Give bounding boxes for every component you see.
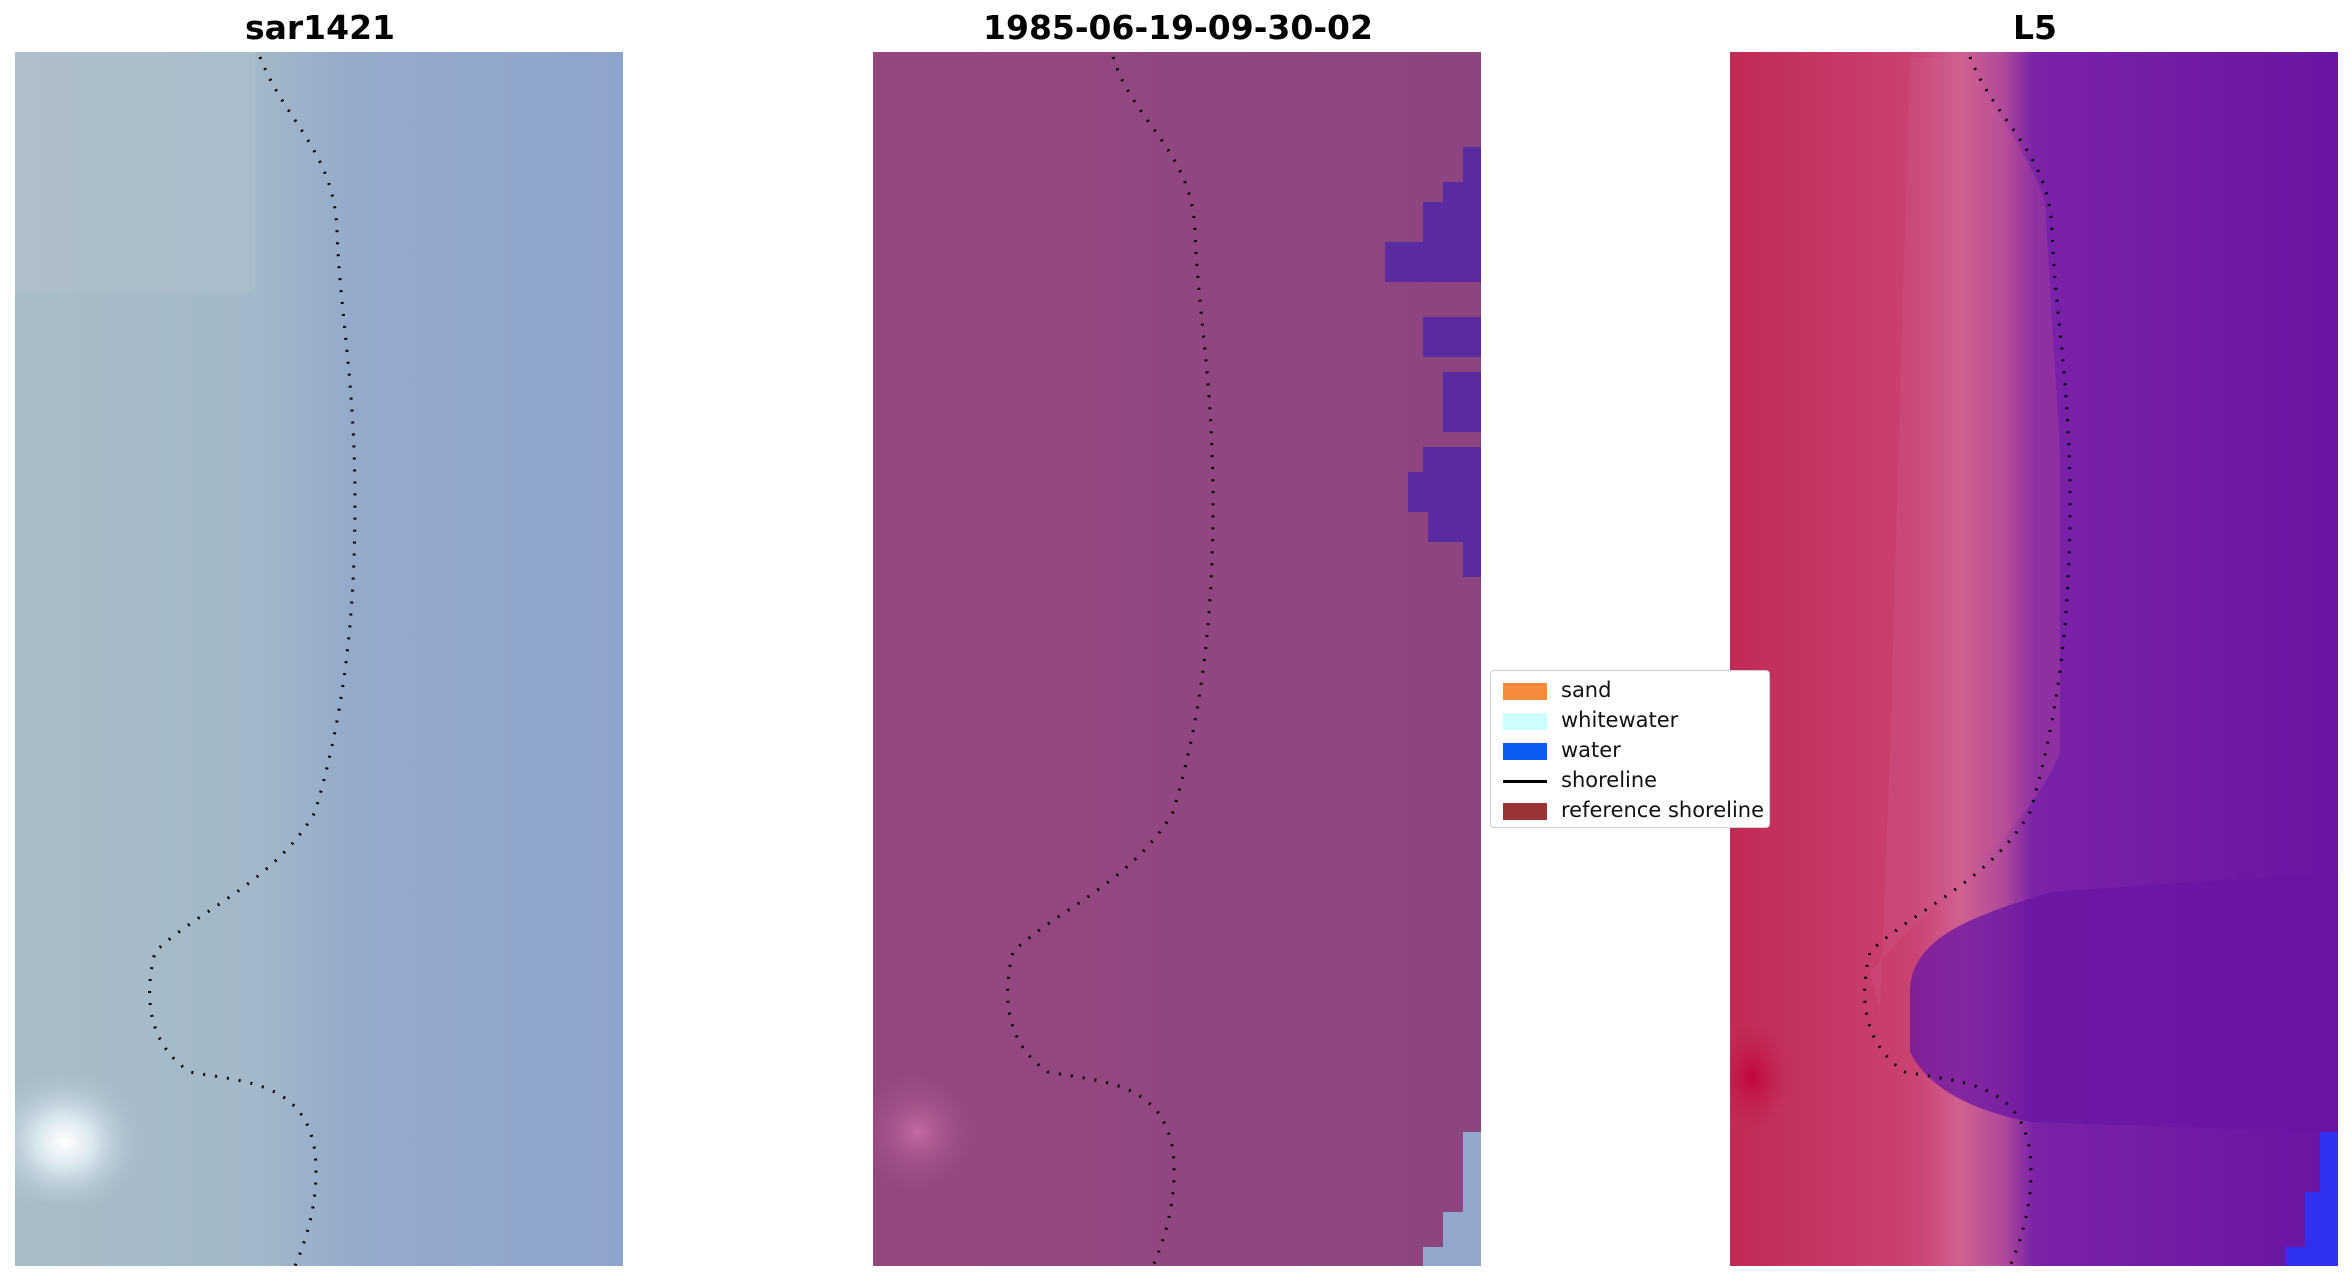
index-image <box>1730 52 2338 1266</box>
legend-swatch-reference-shoreline <box>1503 803 1547 820</box>
classified-image-canvas <box>873 52 1481 1266</box>
legend-item-sand: sand <box>1499 675 1769 705</box>
index-image-canvas <box>1730 52 2338 1266</box>
unclassified-patches <box>1423 1132 1481 1266</box>
legend-label-sand: sand <box>1561 678 1612 702</box>
panel-title-date: 1985-06-19-09-30-02 <box>983 8 1373 47</box>
rgb-image-canvas <box>15 52 623 1266</box>
legend-label-shoreline: shoreline <box>1561 768 1658 792</box>
legend-swatch-water <box>1503 743 1547 760</box>
panel-title-rgb: sar1421 <box>244 8 396 47</box>
legend-label-reference-shoreline: reference shoreline <box>1561 798 1765 822</box>
legend-swatch-sand <box>1503 683 1547 700</box>
legend-swatch-whitewater <box>1503 713 1547 730</box>
legend-item-reference-shoreline: reference shoreline <box>1499 795 1769 825</box>
legend-item-water: water <box>1499 735 1769 765</box>
water-patch-index <box>2285 1132 2338 1266</box>
legend-item-shoreline: shoreline <box>1499 765 1769 795</box>
legend: sand whitewater water shoreline referenc… <box>1490 670 1770 828</box>
panel-rgb: sar1421 <box>15 0 625 1283</box>
rgb-image <box>15 52 623 1266</box>
panel-index: L5 <box>1730 0 2340 1283</box>
panel-title-index: L5 <box>2013 8 2057 47</box>
shoreline-path-index <box>1863 56 2072 1266</box>
legend-label-whitewater: whitewater <box>1561 708 1679 732</box>
classified-image <box>873 52 1481 1266</box>
panel-classified: 1985-06-19-09-30-02 <box>873 0 1483 1283</box>
shoreline-path-classified <box>1006 56 1215 1266</box>
water-patches <box>1385 147 1481 577</box>
legend-line-shoreline <box>1503 780 1547 783</box>
legend-label-water: water <box>1561 738 1621 762</box>
legend-item-whitewater: whitewater <box>1499 705 1769 735</box>
